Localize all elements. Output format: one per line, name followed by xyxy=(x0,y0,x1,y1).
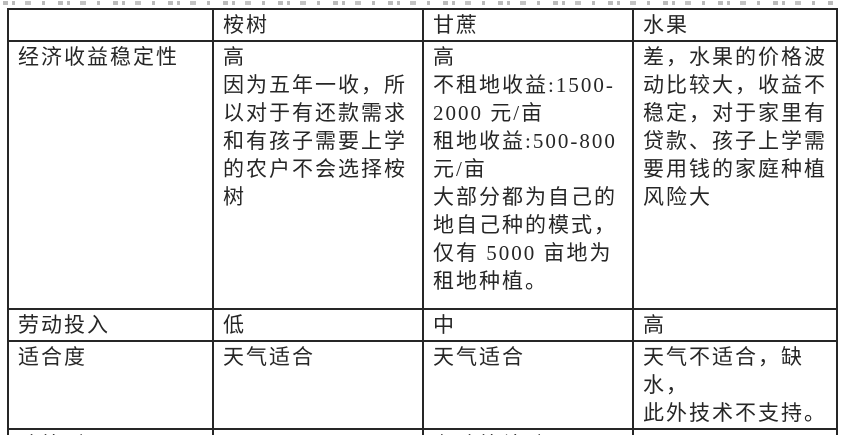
row-label-labor-input: 劳动投入 xyxy=(7,308,214,342)
header-eucalyptus: 桉树 xyxy=(212,8,424,42)
header-sugarcane: 甘蔗 xyxy=(422,8,634,42)
cell-suitability-eucalyptus: 天气适合 xyxy=(212,340,424,430)
cell-labor-fruit: 高 xyxy=(632,308,838,342)
cell-income-fruit: 差，水果的价格波 动比较大，收益不 稳定，对于家里有 贷款、孩子上学需 要用钱的… xyxy=(632,40,838,310)
cell-labor-eucalyptus: 低 xyxy=(212,308,424,342)
cell-suitability-sugarcane: 天气适合 xyxy=(422,340,634,430)
cell-policy-sugarcane: 有政策补贴 xyxy=(422,428,634,435)
cell-labor-sugarcane: 中 xyxy=(422,308,634,342)
row-policy-guidance: 政策引导 无 有政策补贴 无 xyxy=(7,428,838,435)
cell-income-eucalyptus: 高 因为五年一收，所 以对于有还款需求 和有孩子需要上学 的农户不会选择桉 树 xyxy=(212,40,424,310)
header-empty-cell xyxy=(7,8,214,42)
row-label-policy-guidance: 政策引导 xyxy=(7,428,214,435)
crop-comparison-table: 桉树 甘蔗 水果 经济收益稳定性 高 因为五年一收，所 以对于有还款需求 和有孩… xyxy=(7,8,838,435)
cell-policy-eucalyptus: 无 xyxy=(212,428,424,435)
row-income-stability: 经济收益稳定性 高 因为五年一收，所 以对于有还款需求 和有孩子需要上学 的农户… xyxy=(7,40,838,310)
cell-policy-fruit: 无 xyxy=(632,428,838,435)
cell-income-sugarcane: 高 不租地收益:1500- 2000 元/亩 租地收益:500-800 元/亩 … xyxy=(422,40,634,310)
cell-suitability-fruit: 天气不适合，缺水， 此外技术不支持。 xyxy=(632,340,838,430)
header-fruit: 水果 xyxy=(632,8,838,42)
row-label-suitability: 适合度 xyxy=(7,340,214,430)
cropped-text-remnant xyxy=(3,1,837,5)
row-suitability: 适合度 天气适合 天气适合 天气不适合，缺水， 此外技术不支持。 xyxy=(7,340,838,430)
row-label-income-stability: 经济收益稳定性 xyxy=(7,40,214,310)
header-row: 桉树 甘蔗 水果 xyxy=(7,8,838,42)
row-labor-input: 劳动投入 低 中 高 xyxy=(7,308,838,342)
